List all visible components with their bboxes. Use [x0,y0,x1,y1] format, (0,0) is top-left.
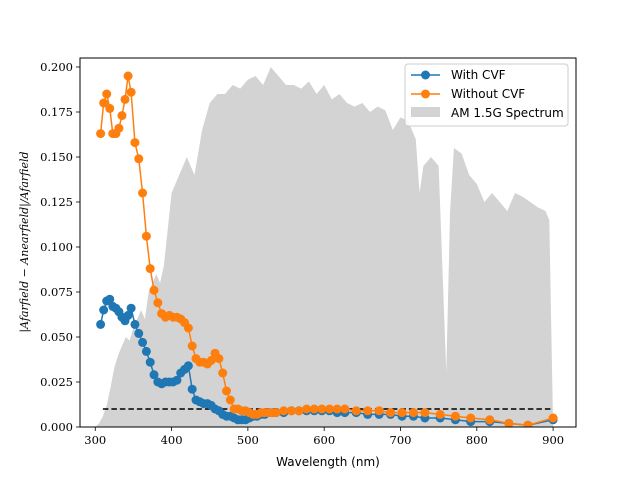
legend-label-with-cvf: With CVF [451,68,506,82]
y-tick-label: 0.100 [40,240,73,254]
x-tick-label: 400 [161,433,183,447]
x-tick-label: 700 [390,433,412,447]
data-point-with-cvf [134,328,144,338]
data-point-without-cvf [183,323,193,333]
spectrum-layer [95,67,554,427]
data-point-without-cvf [120,94,130,104]
data-point-without-cvf [218,368,228,378]
x-tick-label: 300 [84,433,106,447]
y-tick-label: 0.200 [40,60,73,74]
y-tick-label: 0.000 [40,420,73,434]
data-point-without-cvf [130,138,140,148]
data-point-without-cvf [363,406,373,416]
data-point-without-cvf [351,406,361,416]
x-tick-label: 900 [542,433,564,447]
legend-marker-dot-with-cvf [421,70,430,80]
data-point-without-cvf [302,404,312,414]
plot-frame [79,57,577,428]
legend-marker-dot-without-cvf [421,89,430,99]
series-layer [96,71,558,427]
data-point-without-cvf [466,413,476,423]
data-point-with-cvf [105,294,115,304]
data-point-without-cvf [523,420,533,427]
data-point-without-cvf [206,355,216,365]
data-point-with-cvf [141,346,151,356]
data-point-without-cvf [286,406,296,416]
data-point-without-cvf [317,404,327,414]
x-tick-label: 500 [237,433,259,447]
data-point-without-cvf [504,418,514,427]
data-point-with-cvf [172,375,182,385]
data-point-without-cvf [397,408,407,418]
data-point-without-cvf [105,103,115,113]
data-point-without-cvf [332,404,342,414]
legend: With CVF Without CVF AM 1.5G Spectrum [404,63,569,127]
legend-patch-spectrum [411,107,440,117]
y-tick-label: 0.125 [40,195,73,209]
data-point-with-cvf [138,337,148,347]
y-tick-label: 0.075 [40,285,73,299]
y-tick-label: 0.175 [40,105,73,119]
data-point-without-cvf [325,404,335,414]
data-point-without-cvf [145,264,155,274]
data-point-without-cvf [153,298,163,308]
data-point-without-cvf [271,408,281,418]
data-point-without-cvf [126,87,136,97]
legend-label-without-cvf: Without CVF [451,87,525,101]
data-point-with-cvf [96,319,106,329]
data-point-without-cvf [187,341,197,351]
data-point-without-cvf [450,411,460,421]
series-without-cvf [96,71,558,427]
y-tick-label: 0.025 [40,375,73,389]
data-point-with-cvf [149,370,159,380]
data-point-without-cvf [141,231,151,241]
data-point-with-cvf [130,319,140,329]
data-point-without-cvf [374,406,384,416]
data-point-with-cvf [99,305,109,315]
spectrum-area [95,67,554,427]
data-point-without-cvf [340,404,350,414]
data-point-without-cvf [123,71,133,81]
data-point-with-cvf [126,303,136,313]
data-point-without-cvf [134,154,144,164]
data-point-without-cvf [138,188,148,198]
data-point-without-cvf [222,386,232,396]
x-axis-label: Wavelength (nm) [276,455,380,469]
data-point-without-cvf [99,98,109,108]
data-point-without-cvf [420,408,430,418]
data-point-with-cvf [145,357,155,367]
data-point-without-cvf [435,409,445,419]
data-point-without-cvf [96,129,106,139]
y-axis-label: |Afarfield − Anearfield|/Afarfield [18,151,32,332]
data-point-without-cvf [114,123,124,133]
data-point-without-cvf [408,408,418,418]
data-point-without-cvf [294,406,304,416]
data-point-without-cvf [102,89,112,99]
y-tick-label: 0.150 [40,150,73,164]
data-point-with-cvf [123,310,133,320]
data-point-without-cvf [548,413,558,423]
data-point-without-cvf [149,285,159,295]
axes-layer: 300 400 500 600 700 800 900 0.000 0.025 0.050 0.07… [40,60,564,447]
x-tick-label: 600 [313,433,335,447]
x-tick-label: 800 [466,433,488,447]
data-point-with-cvf [183,361,193,371]
data-point-without-cvf [485,415,495,425]
y-tick-label: 0.050 [40,330,73,344]
legend-label-spectrum: AM 1.5G Spectrum [451,106,564,120]
data-point-without-cvf [214,354,224,364]
legend-box [404,63,569,127]
data-point-without-cvf [225,395,235,405]
data-point-without-cvf [309,404,319,414]
data-point-with-cvf [187,384,197,394]
data-point-without-cvf [386,408,396,418]
data-point-without-cvf [279,406,289,416]
data-point-without-cvf [117,111,127,121]
